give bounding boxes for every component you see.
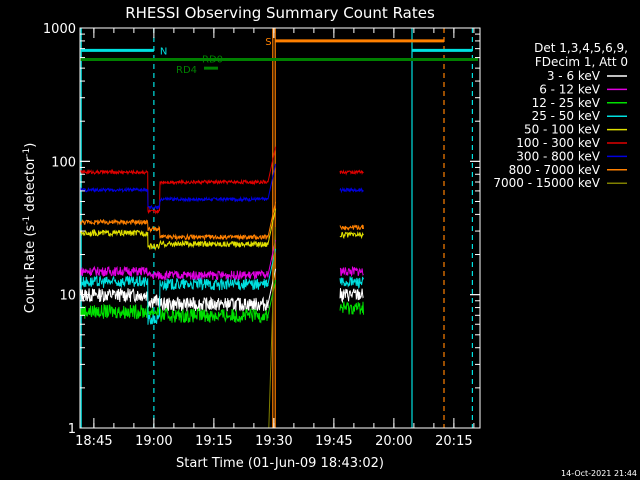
legend-label-5: 100 - 300 keV (516, 136, 600, 150)
x-tick-label: 18:45 (75, 434, 112, 449)
legend-label-7: 800 - 7000 keV (509, 163, 601, 177)
flag-label-2: S (265, 37, 271, 48)
legend-label-2: 12 - 25 keV (532, 96, 601, 110)
series-line-8 (268, 226, 276, 429)
footer-date: 14-Oct-2021 21:44 (561, 469, 637, 478)
x-tick-label: 20:00 (375, 434, 412, 449)
plot-frame (79, 27, 481, 429)
x-tick-label: 19:15 (195, 434, 232, 449)
y-axis-label-sup2: -1 (22, 148, 32, 157)
legend-label-4: 50 - 100 keV (524, 123, 601, 137)
series-line-2-part-a (79, 279, 277, 324)
axes: 1 10 100 1000 18:45 19:00 19:15 19:30 19:45 20:00… (43, 22, 481, 449)
legend-label-6: 300 - 800 keV (516, 149, 600, 163)
series-line-4-part-a (79, 208, 277, 251)
x-axis-label: Start Time (01-Jun-09 18:43:02) (176, 456, 384, 471)
legend-label-3: 25 - 50 keV (532, 109, 601, 123)
series-line-0-part-b (339, 288, 364, 304)
series-line-0-part-a (79, 268, 277, 313)
x-tick-label: 20:15 (435, 434, 472, 449)
x-tick-label: 19:30 (255, 434, 292, 449)
series-line-5-part-a (79, 146, 277, 215)
y-axis-label-end: ) (23, 143, 38, 148)
plot-area: N S RD0 RD4 (79, 28, 478, 429)
legend-label-8: 7000 - 15000 keV (493, 176, 600, 190)
series-line-1-part-b (339, 265, 364, 278)
series-line-5-part-b (339, 169, 364, 176)
y-tick-label: 100 (51, 155, 76, 170)
y-tick-label: 1 (68, 422, 76, 437)
legend-header-1: Det 1,3,4,5,6,9, (534, 41, 628, 55)
legend-header-2: FDecim 1, Att 0 (535, 55, 628, 69)
legend-label-1: 6 - 12 keV (539, 82, 601, 96)
y-tick-label: 1000 (43, 22, 76, 37)
chart-title: RHESSI Observing Summary Count Rates (125, 4, 435, 22)
x-tick-label: 19:00 (135, 434, 172, 449)
y-axis-label-mid: detector (23, 156, 38, 216)
series-line-2-part-b (339, 301, 364, 315)
series-line-6-part-a (79, 163, 277, 210)
y-axis-label-sup1: -1 (22, 216, 32, 225)
y-axis-label-main: Count Rate (s (23, 225, 38, 314)
series-line-7-part-b (339, 224, 364, 231)
series-line-6-part-b (339, 186, 364, 194)
series-line-3-part-b (339, 276, 364, 289)
y-axis-label: Count Rate (s-1 detector-1) (22, 143, 38, 314)
legend: Det 1,3,4,5,6,9, FDecim 1, Att 0 3 - 6 k… (493, 41, 628, 190)
legend-label-0: 3 - 6 keV (547, 69, 601, 83)
series-line-3-part-a (79, 248, 277, 325)
series-line-1-part-a (79, 239, 277, 282)
flag-label-4: RD4 (176, 65, 197, 76)
x-tick-label: 19:45 (315, 434, 352, 449)
flag-label-3: RD0 (202, 55, 223, 66)
flag-label-0: N (160, 46, 167, 57)
series-line-7-part-a (79, 201, 277, 242)
series-line-4-part-b (339, 230, 364, 240)
y-tick-label: 10 (59, 289, 76, 304)
